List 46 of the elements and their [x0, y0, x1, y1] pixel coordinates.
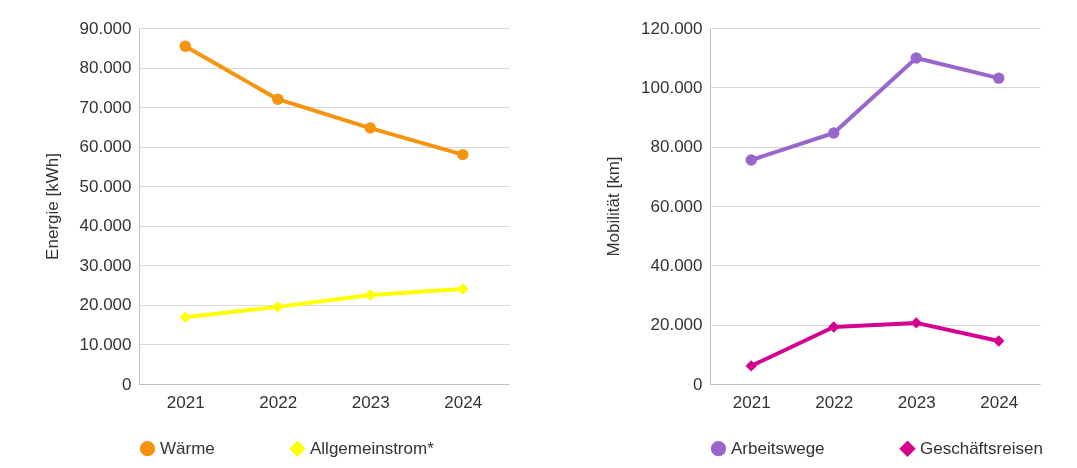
- y-tick-label: 40.000: [650, 255, 703, 275]
- y-tick-label: 60.000: [650, 196, 703, 216]
- legend-label: Geschäftsreisen: [920, 438, 1043, 458]
- x-tick-label: 2021: [166, 392, 205, 412]
- point: [910, 52, 922, 64]
- y-tick-label: 30.000: [79, 255, 132, 275]
- point: [828, 321, 840, 333]
- x-tick-label: 2022: [815, 392, 854, 412]
- point: [179, 311, 191, 323]
- x-tick-label: 2023: [351, 392, 390, 412]
- point: [745, 154, 757, 166]
- legend-label: Allgemeinstrom*: [310, 438, 435, 458]
- point: [272, 93, 284, 105]
- y-axis-title: Energie [kWh]: [42, 153, 62, 260]
- y-tick-label: 50.000: [79, 176, 132, 196]
- point: [364, 289, 376, 301]
- point: [910, 317, 922, 329]
- point: [364, 122, 376, 134]
- point: [457, 283, 469, 295]
- y-tick-label: 100.000: [641, 77, 703, 97]
- y-tick-label: 80.000: [650, 137, 703, 157]
- x-tick-label: 2021: [732, 392, 771, 412]
- y-tick-label: 0: [122, 374, 132, 394]
- legend-label: Arbeitswege: [731, 438, 825, 458]
- x-tick-label: 2024: [444, 392, 483, 412]
- point: [993, 335, 1005, 347]
- y-axis-title: Mobilität [km]: [604, 156, 624, 257]
- x-tick-label: 2023: [897, 392, 936, 412]
- y-tick-label: 20.000: [79, 295, 132, 315]
- y-tick-label: 40.000: [79, 216, 132, 236]
- x-tick-label: 2024: [980, 392, 1019, 412]
- point: [828, 127, 840, 139]
- point: [457, 148, 469, 161]
- point: [179, 40, 191, 52]
- y-tick-label: 90.000: [79, 18, 132, 38]
- y-tick-label: 60.000: [79, 137, 132, 157]
- y-tick-label: 10.000: [79, 334, 132, 354]
- x-tick-label: 2022: [259, 392, 298, 412]
- y-tick-label: 70.000: [79, 97, 132, 117]
- y-tick-label: 20.000: [650, 315, 703, 335]
- y-tick-label: 120.000: [641, 18, 703, 38]
- y-tick-label: 80.000: [79, 58, 132, 78]
- y-tick-label: 0: [693, 374, 703, 394]
- point: [993, 72, 1005, 84]
- point: [745, 360, 757, 372]
- legend-label: Wärme: [160, 438, 215, 458]
